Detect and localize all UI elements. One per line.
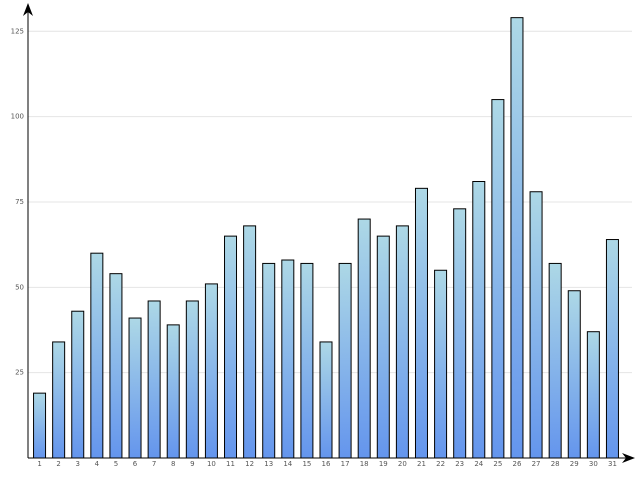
bar: [281, 259, 295, 459]
x-tick-label: 13: [264, 460, 273, 468]
x-tick-label: 8: [171, 460, 175, 468]
bar: [376, 235, 390, 459]
bar: [109, 273, 123, 459]
bar: [472, 181, 486, 459]
x-tick-label: 10: [207, 460, 216, 468]
x-tick-label: 24: [474, 460, 483, 468]
x-tick-label: 14: [283, 460, 292, 468]
bar: [224, 235, 238, 459]
bar: [491, 99, 505, 459]
bar: [529, 191, 543, 459]
y-axis-arrow: [23, 3, 33, 16]
bar: [567, 290, 581, 459]
x-tick-label: 4: [95, 460, 100, 468]
x-tick-label: 7: [152, 460, 156, 468]
bar: [453, 208, 467, 459]
bar: [338, 262, 352, 459]
bar: [414, 187, 428, 459]
x-tick-label: 2: [56, 460, 60, 468]
x-tick-label: 6: [133, 460, 138, 468]
bar: [71, 310, 85, 459]
x-tick-label: 16: [322, 460, 331, 468]
x-tick-label: 27: [532, 460, 541, 468]
bar: [128, 317, 142, 459]
x-tick-label: 15: [302, 460, 311, 468]
bar: [185, 300, 199, 459]
bar: [52, 341, 66, 459]
x-tick-label: 11: [226, 460, 235, 468]
y-tick-label: 50: [15, 283, 24, 291]
x-tick-label: 29: [570, 460, 579, 468]
x-tick-label: 21: [417, 460, 426, 468]
y-tick-label: 25: [15, 369, 24, 377]
x-tick-label: 1: [37, 460, 41, 468]
x-tick-label: 30: [589, 460, 598, 468]
x-tick-label: 20: [398, 460, 407, 468]
x-tick-label: 31: [608, 460, 617, 468]
x-tick-label: 5: [114, 460, 118, 468]
x-tick-label: 25: [493, 460, 502, 468]
bar: [204, 283, 218, 459]
bar: [300, 262, 314, 459]
bar: [434, 269, 448, 459]
bar: [319, 341, 333, 459]
bar: [395, 225, 409, 459]
bar: [262, 262, 276, 459]
x-tick-label: 9: [190, 460, 194, 468]
x-tick-label: 17: [341, 460, 350, 468]
bar: [357, 218, 371, 459]
x-tick-label: 22: [436, 460, 445, 468]
y-tick-label: 75: [15, 198, 24, 206]
x-tick-label: 3: [76, 460, 80, 468]
bar: [548, 262, 562, 459]
x-tick-label: 18: [360, 460, 369, 468]
x-axis-arrow: [622, 453, 635, 463]
bar: [147, 300, 161, 459]
x-tick-label: 23: [455, 460, 464, 468]
x-tick-label: 19: [379, 460, 388, 468]
bar: [586, 331, 600, 459]
bar: [166, 324, 180, 459]
x-tick-label: 26: [513, 460, 522, 468]
x-tick-label: 12: [245, 460, 254, 468]
y-tick-label: 125: [11, 27, 24, 35]
bar: [33, 392, 47, 459]
y-tick-label: 100: [11, 113, 24, 121]
bar: [510, 17, 524, 459]
bar: [243, 225, 257, 459]
x-tick-label: 28: [551, 460, 560, 468]
bar: [90, 252, 104, 459]
bar: [605, 239, 619, 459]
